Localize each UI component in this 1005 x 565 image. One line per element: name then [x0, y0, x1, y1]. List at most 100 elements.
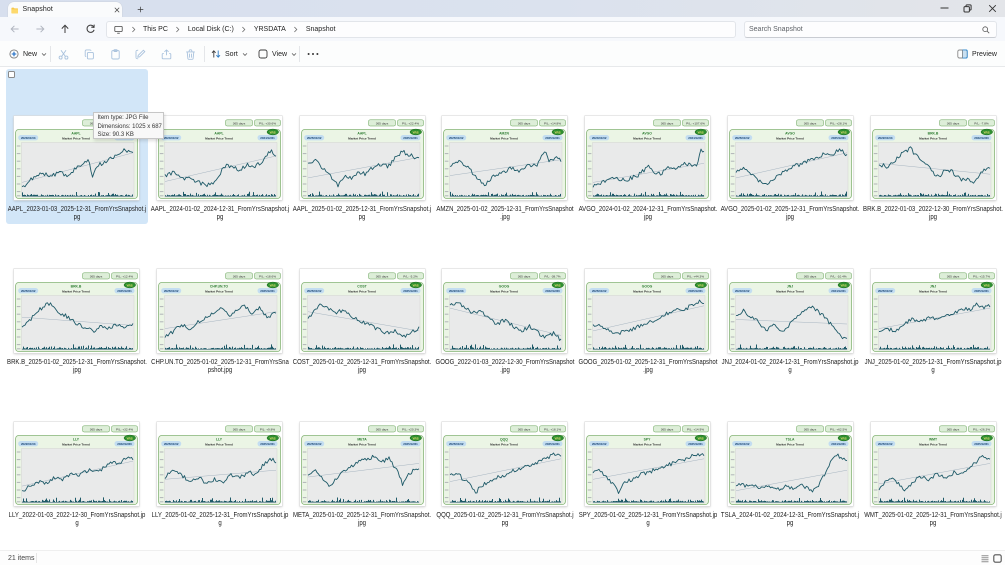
svg-text:2025/12/31: 2025/12/31 [260, 289, 275, 293]
svg-text:365 days: 365 days [804, 121, 817, 125]
svg-text:P/L: +20.3%: P/L: +20.3% [402, 427, 419, 431]
svg-text:365 days: 365 days [804, 274, 817, 278]
svg-text:P/L: -38.7%: P/L: -38.7% [545, 274, 561, 278]
svg-text:AAPL: AAPL [72, 132, 81, 136]
svg-text:Market Price Trend: Market Price Trend [491, 289, 519, 293]
svg-text:2025/12/31: 2025/12/31 [974, 442, 989, 446]
svg-text:Market Price Trend: Market Price Trend [633, 136, 661, 140]
svg-text:365 days: 365 days [946, 274, 959, 278]
svg-text:2025/12/31: 2025/12/31 [403, 442, 418, 446]
svg-text:2022/12/30: 2022/12/30 [546, 289, 561, 293]
svg-text:YRS: YRS [983, 436, 989, 440]
svg-text:META: META [357, 438, 367, 442]
svg-text:YRS: YRS [555, 130, 561, 134]
svg-text:365 days: 365 days [946, 427, 959, 431]
svg-text:AVGO: AVGO [642, 132, 652, 136]
svg-text:2024/01/02: 2024/01/02 [164, 136, 179, 140]
svg-text:2025/12/31: 2025/12/31 [403, 289, 418, 293]
svg-text:YRS: YRS [698, 130, 704, 134]
svg-text:2025/12/31: 2025/12/31 [831, 136, 846, 140]
svg-text:Market Price Trend: Market Price Trend [776, 289, 804, 293]
svg-text:P/L: -5.2%: P/L: -5.2% [403, 274, 418, 278]
svg-text:2025/01/02: 2025/01/02 [21, 289, 36, 293]
svg-text:365 days: 365 days [804, 427, 817, 431]
svg-text:2025/12/31: 2025/12/31 [546, 136, 561, 140]
svg-text:P/L: +30.6%: P/L: +30.6% [259, 121, 276, 125]
svg-text:365 days: 365 days [518, 427, 531, 431]
svg-text:YRS: YRS [983, 130, 989, 134]
svg-text:YRS: YRS [983, 283, 989, 287]
svg-text:2025/01/02: 2025/01/02 [307, 136, 322, 140]
svg-text:GOOG: GOOG [642, 285, 653, 289]
svg-text:YRS: YRS [412, 283, 418, 287]
svg-text:2025/01/02: 2025/01/02 [164, 442, 179, 446]
svg-text:GOOG: GOOG [499, 285, 510, 289]
svg-text:2025/01/02: 2025/01/02 [307, 442, 322, 446]
svg-text:2024/12/31: 2024/12/31 [688, 136, 703, 140]
svg-text:YRS: YRS [698, 436, 704, 440]
svg-text:2024/01/02: 2024/01/02 [735, 442, 750, 446]
svg-text:YRS: YRS [840, 130, 846, 134]
svg-text:P/L: +14.8%: P/L: +14.8% [545, 121, 562, 125]
svg-text:YRS: YRS [127, 283, 133, 287]
svg-text:2024/01/02: 2024/01/02 [735, 289, 750, 293]
svg-text:2024/12/31: 2024/12/31 [260, 136, 275, 140]
svg-text:P/L: +107.6%: P/L: +107.6% [686, 121, 705, 125]
svg-text:Market Price Trend: Market Price Trend [205, 442, 233, 446]
svg-text:CHP.UN.TO: CHP.UN.TO [210, 285, 229, 289]
svg-text:YRS: YRS [698, 283, 704, 287]
svg-text:TSLA: TSLA [785, 438, 794, 442]
svg-text:2025/12/31: 2025/12/31 [688, 289, 703, 293]
svg-text:P/L: +62.5%: P/L: +62.5% [830, 427, 847, 431]
svg-text:P/L: +44.3%: P/L: +44.3% [687, 274, 704, 278]
svg-text:2025/01/02: 2025/01/02 [735, 136, 750, 140]
svg-text:2025/01/02: 2025/01/02 [449, 442, 464, 446]
svg-text:2025/12/31: 2025/12/31 [260, 442, 275, 446]
svg-text:2024/01/02: 2024/01/02 [592, 136, 607, 140]
svg-text:2025/01/02: 2025/01/02 [164, 289, 179, 293]
svg-text:365 days: 365 days [90, 427, 103, 431]
svg-text:P/L: +14.9%: P/L: +14.9% [687, 427, 704, 431]
svg-text:2023/01/03: 2023/01/03 [21, 136, 36, 140]
svg-text:Market Price Trend: Market Price Trend [491, 136, 519, 140]
svg-text:365 days: 365 days [661, 121, 674, 125]
svg-text:2025/01/02: 2025/01/02 [878, 289, 893, 293]
svg-text:2025/12/31: 2025/12/31 [974, 289, 989, 293]
svg-text:2025/01/02: 2025/01/02 [449, 136, 464, 140]
svg-text:365 days: 365 days [518, 274, 531, 278]
svg-text:2025/01/02: 2025/01/02 [307, 289, 322, 293]
svg-text:P/L: -10.4%: P/L: -10.4% [830, 274, 846, 278]
svg-text:Market Price Trend: Market Price Trend [348, 289, 376, 293]
svg-text:2025/01/02: 2025/01/02 [592, 442, 607, 446]
svg-text:2025/12/31: 2025/12/31 [403, 136, 418, 140]
svg-text:365 days: 365 days [233, 427, 246, 431]
svg-text:WMT: WMT [929, 438, 938, 442]
svg-text:2025/01/02: 2025/01/02 [878, 442, 893, 446]
svg-text:P/L: +22.4%: P/L: +22.4% [402, 121, 419, 125]
svg-text:Market Price Trend: Market Price Trend [491, 442, 519, 446]
svg-text:2025/12/31: 2025/12/31 [118, 289, 133, 293]
svg-text:Market Price Trend: Market Price Trend [919, 136, 947, 140]
svg-text:COST: COST [357, 285, 367, 289]
svg-text:YRS: YRS [269, 283, 275, 287]
svg-text:P/L: +12.4%: P/L: +12.4% [116, 274, 133, 278]
svg-text:365 days: 365 days [233, 274, 246, 278]
svg-text:Market Price Trend: Market Price Trend [919, 289, 947, 293]
svg-text:Market Price Trend: Market Price Trend [633, 289, 661, 293]
svg-text:LLY: LLY [73, 438, 80, 442]
svg-text:YRS: YRS [412, 130, 418, 134]
svg-text:Market Price Trend: Market Price Trend [63, 289, 91, 293]
svg-text:365 days: 365 days [661, 427, 674, 431]
svg-text:2024/12/31: 2024/12/31 [831, 289, 846, 293]
svg-text:JNJ: JNJ [787, 285, 793, 289]
svg-text:QQQ: QQQ [501, 438, 509, 442]
svg-text:P/L: +32.4%: P/L: +32.4% [116, 427, 133, 431]
svg-text:P/L: -7.8%: P/L: -7.8% [974, 121, 989, 125]
svg-text:2022/01/03: 2022/01/03 [449, 289, 464, 293]
svg-text:Market Price Trend: Market Price Trend [776, 136, 804, 140]
svg-text:Market Price Trend: Market Price Trend [776, 442, 804, 446]
svg-text:Market Price Trend: Market Price Trend [205, 136, 233, 140]
svg-text:AAPL: AAPL [214, 132, 223, 136]
svg-text:2022/01/03: 2022/01/03 [878, 136, 893, 140]
svg-text:YRS: YRS [127, 436, 133, 440]
